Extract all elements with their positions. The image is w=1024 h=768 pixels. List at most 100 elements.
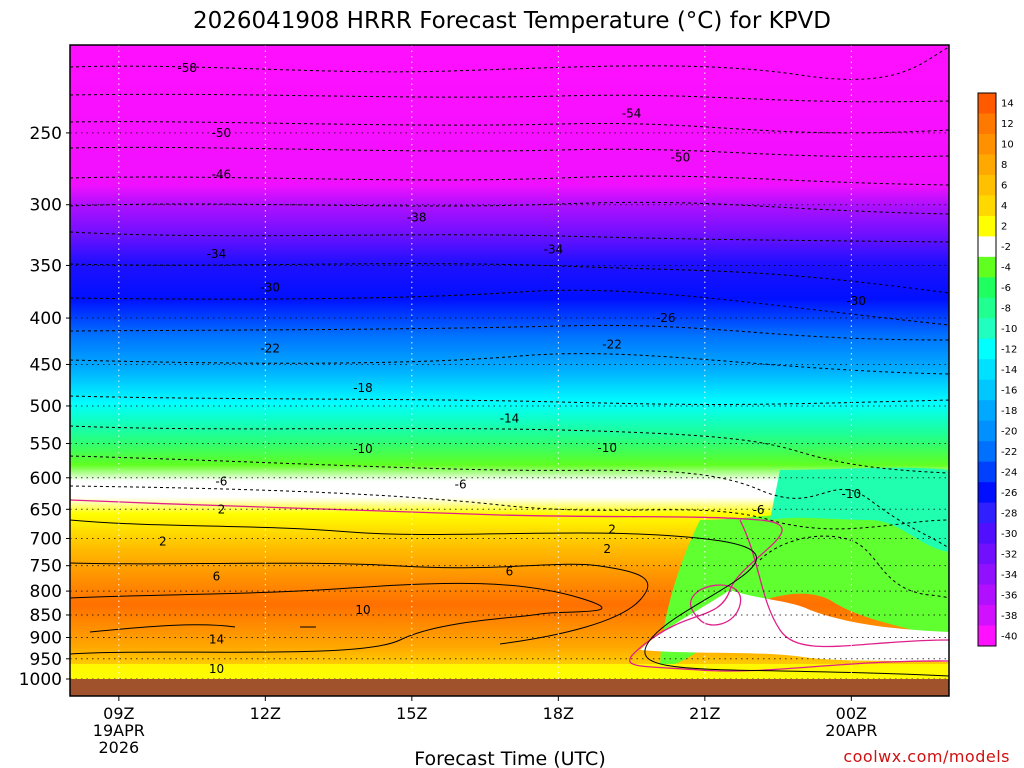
y-axis: 2503003504004505005506006507007508008509… — [19, 124, 70, 690]
colorbar-label-18: -24 — [1001, 467, 1017, 478]
plot-area: -58 -54 -50 -50 -46 -38 -34 -34 -30 -30 -26 -22 -22 -… — [70, 45, 949, 696]
colorbar-label-21: -30 — [1001, 529, 1017, 540]
colorbar-label-23: -34 — [1001, 570, 1017, 581]
colorbar-swatch-21 — [978, 523, 996, 545]
colorbar-label-12: -12 — [1001, 345, 1017, 356]
colorbar-label-22: -32 — [1001, 549, 1017, 560]
x-axis-label: Forecast Time (UTC) — [414, 748, 605, 768]
colorbar-label-6: 2 — [1001, 222, 1007, 233]
colorbar-label-26: -40 — [1001, 631, 1017, 642]
colorbar-swatch-24 — [978, 584, 996, 606]
y-tick-label-1000: 1000 — [19, 670, 62, 690]
contour-minus-50 — [70, 121, 949, 134]
contour-label-9: -30 — [846, 294, 866, 308]
colorbar-swatch-1 — [978, 113, 996, 135]
contour-label-text-11: -22 — [260, 341, 280, 355]
contour-label-28: 14 — [209, 633, 224, 647]
contour-label-text-23: 2 — [159, 534, 167, 548]
y-tick-label-450: 450 — [30, 355, 62, 375]
contour-zero-lobe — [739, 519, 949, 648]
contour-label-26: 6 — [213, 570, 221, 584]
contour-label-text-13: -18 — [353, 381, 373, 395]
contour-minus-42 — [70, 175, 949, 186]
colorbar-label-24: -36 — [1001, 590, 1017, 601]
contour-label-29: 10 — [209, 662, 224, 676]
colorbar-swatch-10 — [978, 297, 996, 319]
contour-plus-6 — [70, 562, 649, 645]
colorbar-label-8: -4 — [1001, 263, 1011, 274]
colorbar-swatch-17 — [978, 441, 996, 463]
temperature-fill-background — [70, 45, 949, 696]
contour-minus-30 — [70, 263, 949, 294]
contour-label-5: -38 — [407, 211, 427, 225]
contour-minus-38 — [70, 201, 949, 215]
contour-label-8: -30 — [260, 280, 280, 294]
colorbar-swatch-26 — [978, 625, 996, 647]
contour-label-7: -34 — [544, 242, 564, 256]
colorbar-swatch-6 — [978, 215, 996, 237]
x-tick-label-00Z-0: 00Z — [836, 704, 867, 723]
colorbar-swatch-20 — [978, 502, 996, 524]
contour-label-text-20: -6 — [753, 503, 765, 517]
colorbar-label-25: -38 — [1001, 611, 1017, 622]
contour-label-13: -18 — [353, 381, 373, 395]
y-tick-label-850: 850 — [30, 606, 62, 626]
colorbar-swatch-22 — [978, 543, 996, 565]
contour-label-text-26: 6 — [213, 570, 221, 584]
contour-labels: -58 -54 -50 -50 -46 -38 -34 -34 -30 -30 -26 -22 -22 -… — [159, 61, 866, 676]
contour-label-text-15: -10 — [353, 442, 373, 456]
contour-minus-2 — [70, 485, 949, 530]
contour-label-text-24: 2 — [603, 542, 611, 556]
contour-label-text-18: -6 — [215, 475, 227, 489]
colorbar-label-20: -28 — [1001, 508, 1017, 519]
contour-label-text-12: -22 — [602, 338, 622, 352]
contour-label-12: -22 — [602, 338, 622, 352]
contour-label-11: -22 — [260, 341, 280, 355]
contour-label-4: -46 — [212, 168, 232, 182]
contour-label-text-28: 14 — [209, 633, 224, 647]
contour-label-21: 2 — [218, 502, 226, 516]
colorbar-swatch-8 — [978, 256, 996, 278]
y-tick-label-950: 950 — [30, 650, 62, 670]
x-tick-label-00Z-1: 20APR — [825, 721, 877, 740]
contour-minus-10 — [70, 425, 949, 474]
colorbar-label-11: -10 — [1001, 324, 1017, 335]
contour-label-2: -50 — [212, 126, 232, 140]
contour-label-16: -10 — [597, 441, 617, 455]
contour-label-text-4: -46 — [212, 168, 232, 182]
contour-label-18: -6 — [215, 475, 227, 489]
y-tick-label-650: 650 — [30, 500, 62, 520]
colorbar: 14 12 10 8 6 4 2 -2 -4 -6 -8 -10 -12 -14 -16 -18 -20 -22 -… — [977, 92, 1017, 647]
contour-label-text-27: 10 — [355, 603, 370, 617]
y-tick-label-900: 900 — [30, 628, 62, 648]
contour-label-text-22: 2 — [608, 522, 616, 536]
contour-label-1: -54 — [622, 107, 642, 121]
x-tick-label-15Z-0: 15Z — [396, 704, 427, 723]
contour-label-text-0: -58 — [177, 61, 197, 75]
colorbar-swatch-14 — [978, 379, 996, 401]
contour-label-6: -34 — [207, 247, 227, 261]
contour-label-27: 10 — [355, 603, 370, 617]
contour-label-0: -58 — [177, 61, 197, 75]
contour-minus-58 — [70, 46, 949, 80]
x-tick-label-09Z-0: 09Z — [103, 704, 134, 723]
contour-label-17: -10 — [842, 487, 862, 501]
contour-label-text-1: -54 — [622, 107, 642, 121]
y-tick-label-750: 750 — [30, 557, 62, 577]
colorbar-swatch-0 — [978, 93, 996, 114]
contour-label-text-25: 6 — [506, 564, 514, 578]
contour-minus-22 — [70, 324, 949, 341]
y-tick-label-800: 800 — [30, 582, 62, 602]
colorbar-label-0: 14 — [1001, 99, 1014, 110]
colorbar-label-2: 10 — [1001, 140, 1014, 151]
y-tick-label-700: 700 — [30, 529, 62, 549]
contour-lines — [70, 46, 949, 677]
chart-title: 2026041908 HRRR Forecast Temperature (°C… — [193, 8, 831, 34]
cold-lobe-cyan — [770, 467, 949, 552]
contour-label-25: 6 — [506, 564, 514, 578]
colorbar-label-14: -16 — [1001, 385, 1017, 396]
colorbar-swatch-18 — [978, 461, 996, 483]
contour-label-10: -26 — [656, 311, 676, 325]
colorbar-label-1: 12 — [1001, 119, 1014, 130]
